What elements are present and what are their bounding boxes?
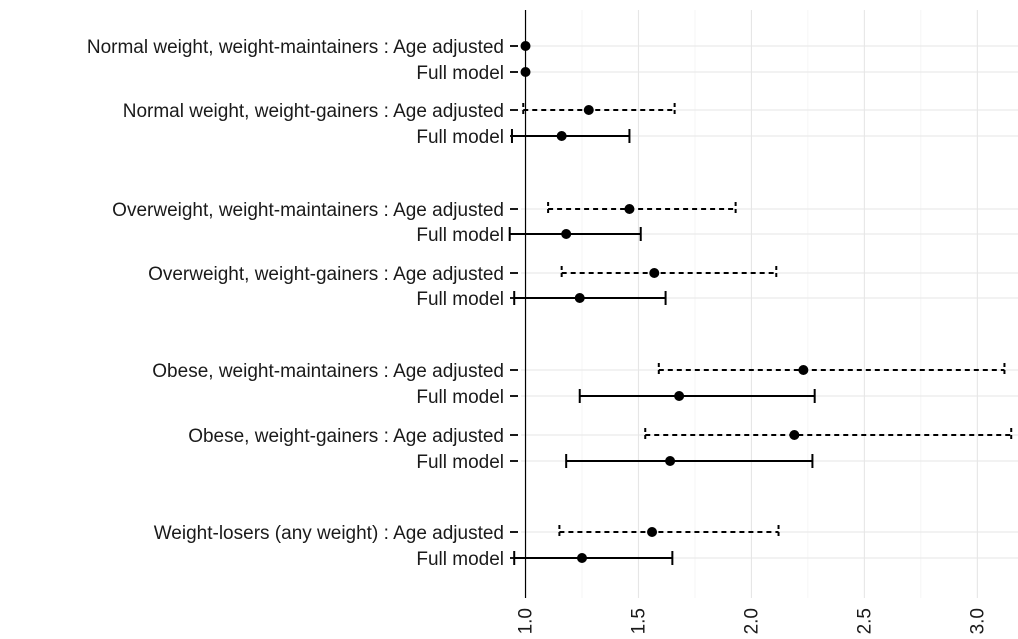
point-estimate xyxy=(789,430,800,440)
point-estimate xyxy=(574,293,585,303)
row-label: Full model xyxy=(416,127,504,148)
x-tick-label: 2.0 xyxy=(741,608,762,634)
row-label: Full model xyxy=(416,549,504,570)
x-axis-tick-labels: 1.0 1.5 2.0 2.5 3.0 xyxy=(516,608,989,634)
y-axis-labels: Normal weight, weight-maintainers : Age … xyxy=(87,37,504,570)
row-label: Full model xyxy=(416,225,504,246)
point-estimate xyxy=(520,67,531,77)
point-estimates xyxy=(520,41,809,563)
x-tick-label: 3.0 xyxy=(967,608,988,634)
row-label: Obese, weight-gainers : Age adjusted xyxy=(188,426,504,447)
row-label: Full model xyxy=(416,387,504,408)
row-label: Weight-losers (any weight) : Age adjuste… xyxy=(154,523,504,544)
point-estimate xyxy=(576,553,587,563)
row-label: Full model xyxy=(416,63,504,84)
row-label: Overweight, weight-maintainers : Age adj… xyxy=(112,200,504,221)
row-label: Overweight, weight-gainers : Age adjuste… xyxy=(148,264,504,285)
x-tick-label: 1.0 xyxy=(516,608,537,634)
point-estimate xyxy=(583,105,594,115)
point-estimate xyxy=(647,527,658,537)
point-estimate xyxy=(674,391,685,401)
row-label: Normal weight, weight-maintainers : Age … xyxy=(87,37,504,58)
x-tick-label: 1.5 xyxy=(628,608,649,634)
x-tick-label: 2.5 xyxy=(854,608,875,634)
point-estimate xyxy=(556,131,567,141)
point-estimate xyxy=(798,365,809,375)
grid xyxy=(521,10,1018,598)
point-estimate xyxy=(624,204,635,214)
row-label: Full model xyxy=(416,289,504,310)
confidence-intervals xyxy=(508,103,1013,565)
row-label: Normal weight, weight-gainers : Age adju… xyxy=(123,101,504,122)
point-estimate xyxy=(561,229,572,239)
point-estimate xyxy=(520,41,531,51)
row-label: Obese, weight-maintainers : Age adjusted xyxy=(152,361,504,382)
point-estimate xyxy=(649,268,660,278)
point-estimate xyxy=(665,456,676,466)
row-label: Full model xyxy=(416,452,504,473)
